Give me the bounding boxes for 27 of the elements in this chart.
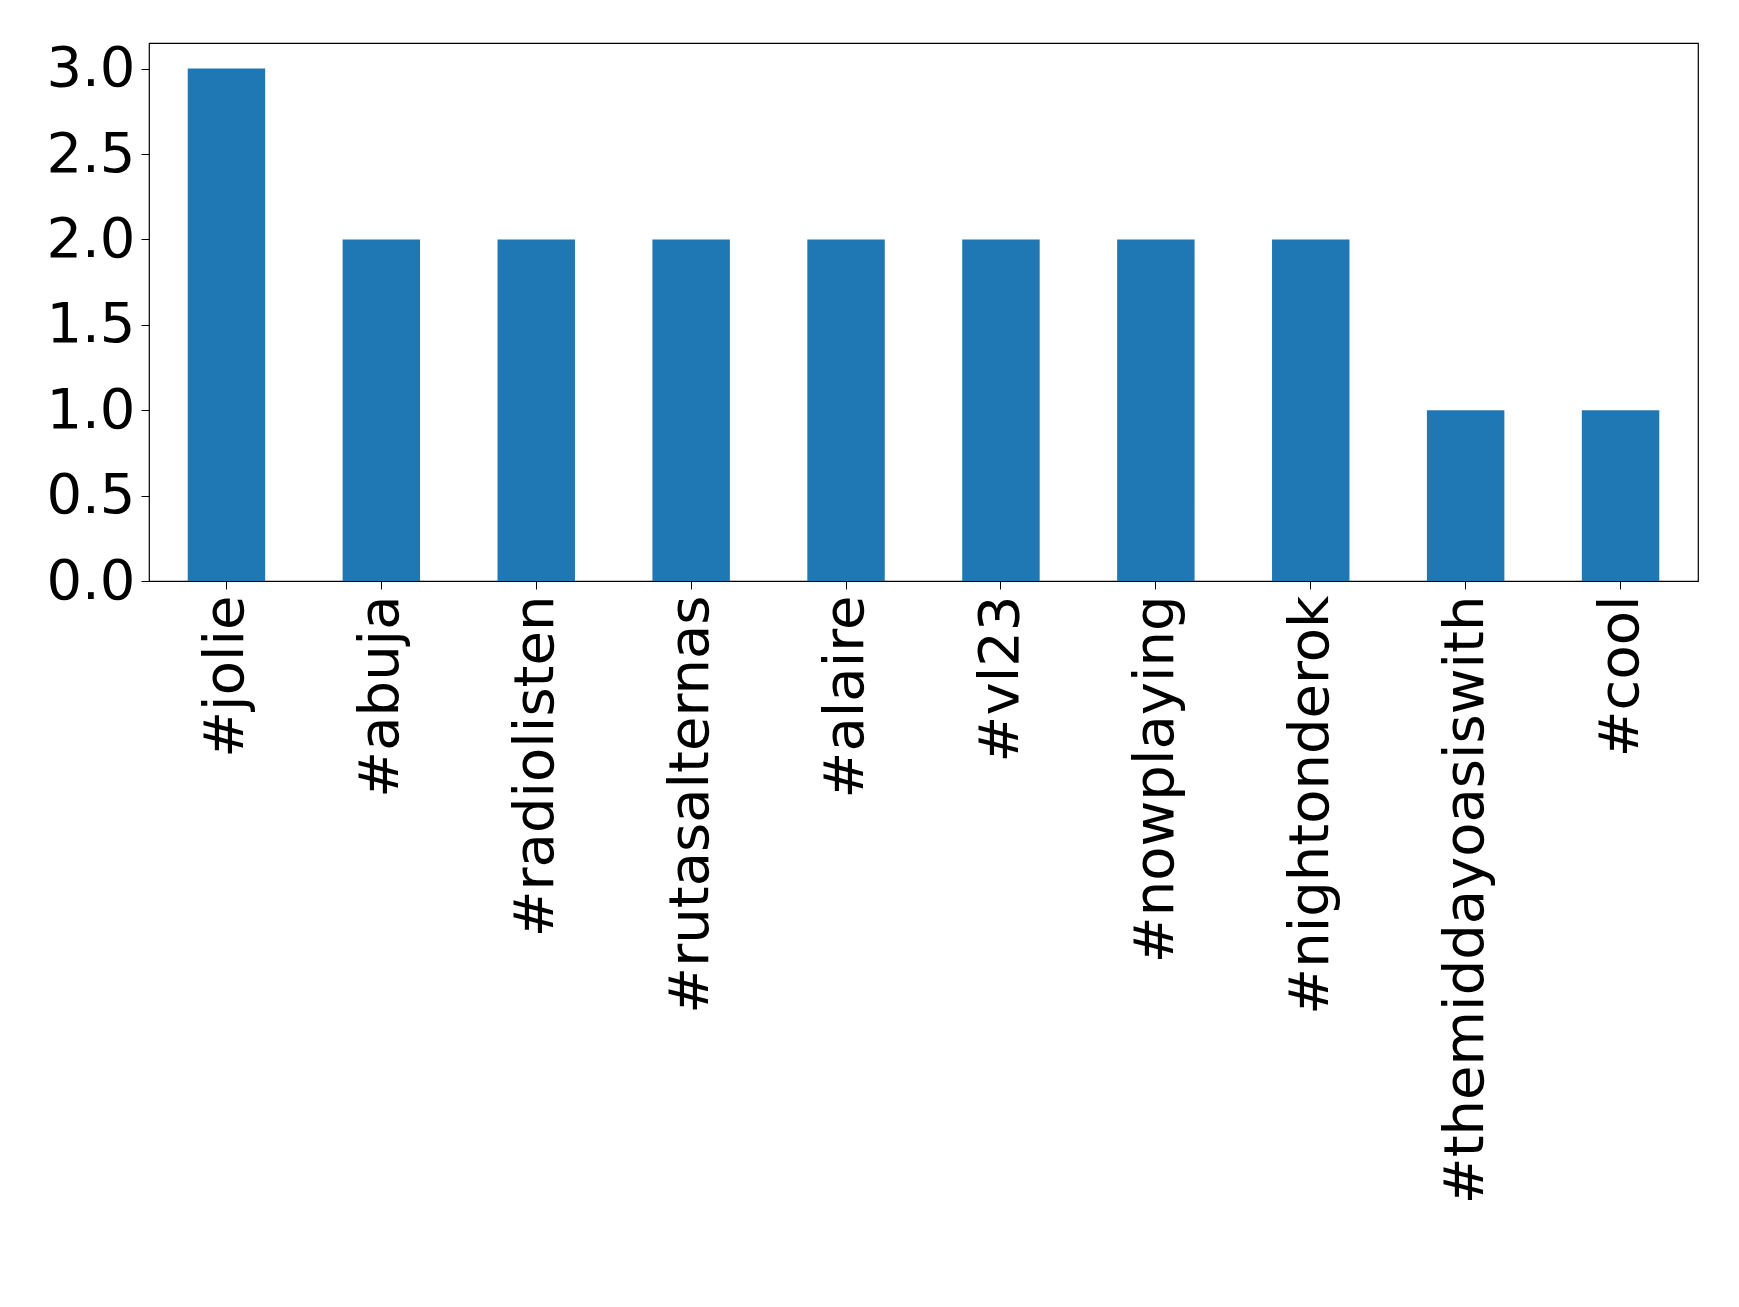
bar [187, 68, 266, 581]
y-tick-label: 3.0 [46, 34, 136, 100]
y-tick-label: 1.0 [46, 375, 136, 441]
bar [1117, 239, 1195, 581]
bar [807, 239, 885, 581]
y-tick-label: 2.0 [46, 204, 136, 270]
x-tick-label: #cool [1585, 595, 1651, 758]
y-tick-label: 2.5 [46, 119, 136, 185]
bar [1272, 239, 1350, 581]
bar [497, 239, 575, 581]
bar [1581, 410, 1660, 581]
y-tick-label: 1.5 [46, 290, 136, 356]
bar [1426, 410, 1505, 581]
x-tick-label: #nightonderok [1275, 594, 1341, 1015]
x-tick-label: #themiddayoasiswith [1430, 595, 1496, 1205]
x-tick-label: #radiolisten [501, 595, 567, 938]
bar [962, 239, 1040, 581]
bar [342, 239, 421, 581]
y-tick-label: 0.5 [46, 461, 136, 527]
x-tick-label: #alaire [811, 595, 877, 799]
x-tick-label: #abuja [346, 595, 412, 798]
x-tick-label: #nowplaying [1120, 595, 1186, 964]
x-tick-label: #rutasalternas [656, 595, 722, 1014]
bar [652, 239, 730, 581]
y-tick-label: 0.0 [46, 546, 136, 612]
x-tick-label: #vl23 [965, 595, 1031, 763]
x-tick-label: #jolie [191, 595, 257, 758]
